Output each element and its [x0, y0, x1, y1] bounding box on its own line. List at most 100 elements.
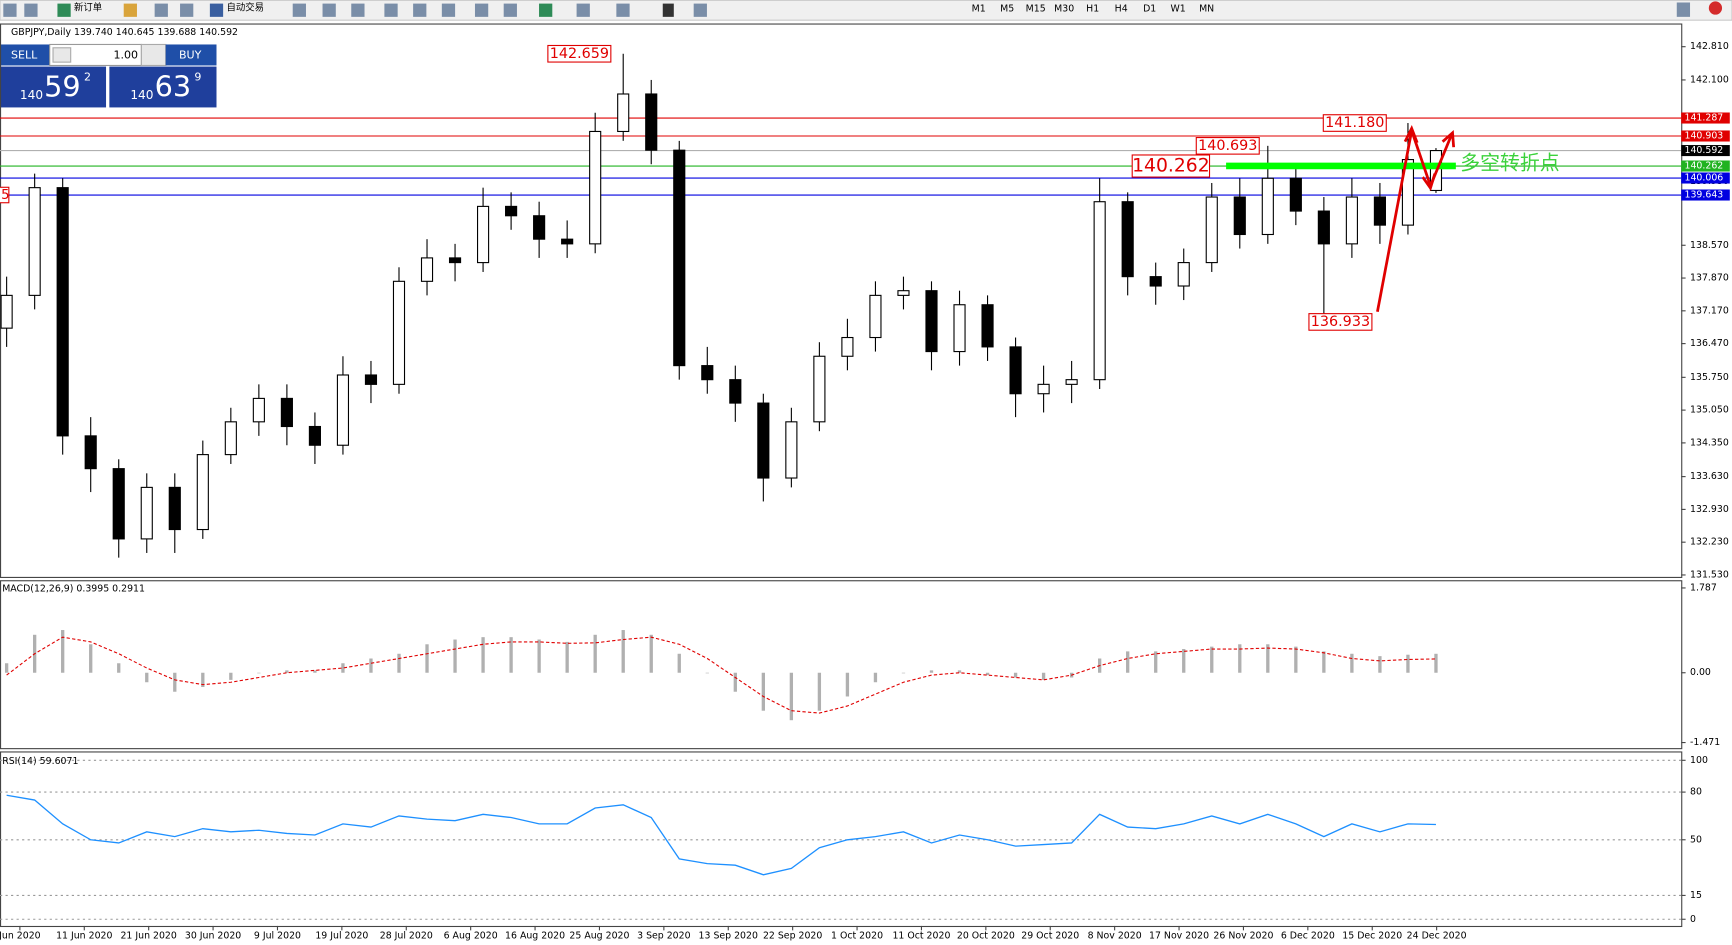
icon[interactable]	[503, 3, 517, 17]
candle-body	[28, 187, 41, 296]
icon[interactable]	[384, 3, 398, 17]
indicator-title: MACD(12,26,9) 0.3995 0.2911	[2, 584, 145, 595]
candle-body	[589, 130, 602, 245]
icon[interactable]	[3, 3, 17, 17]
x-tick-label: 11 Jun 2020	[56, 930, 112, 941]
candle-body	[1149, 276, 1162, 287]
icon[interactable]	[474, 3, 489, 17]
y-tick-label: 137.170	[1690, 305, 1729, 316]
price-annotation-box	[1195, 137, 1260, 155]
macd-bar	[789, 672, 794, 721]
candle-body	[336, 374, 350, 446]
buy-button[interactable]	[165, 44, 217, 66]
macd-bar	[1182, 649, 1186, 673]
icon[interactable]	[154, 3, 168, 17]
y-tick-label: 0.00	[1690, 667, 1711, 678]
icon[interactable]	[576, 3, 590, 17]
icon[interactable]	[123, 3, 137, 17]
macd-bar	[1350, 653, 1354, 673]
timeframe-button[interactable]: M1	[972, 4, 986, 15]
timeframe-button[interactable]: M15	[1026, 4, 1046, 15]
candle-body	[448, 257, 462, 264]
y-tick-label: 50	[1690, 834, 1702, 845]
x-tick-label: 26 Nov 2020	[1213, 930, 1273, 941]
macd-bar	[1154, 651, 1158, 673]
icon[interactable]	[24, 3, 38, 17]
alert-icon[interactable]	[1708, 1, 1723, 15]
indicator-title: RSI(14) 59.6071	[2, 756, 78, 767]
timeframe-button[interactable]: MN	[1199, 4, 1214, 15]
price-level-tag	[1681, 160, 1730, 172]
candle-body	[1009, 346, 1022, 395]
candle-body	[953, 304, 966, 353]
icon[interactable]	[322, 3, 336, 17]
bid-box[interactable]	[0, 66, 107, 108]
lot-spinner[interactable]	[52, 47, 72, 63]
candle-body	[505, 205, 518, 217]
price-annotation: 142.659	[550, 46, 609, 62]
icon[interactable]	[209, 3, 224, 17]
macd-bar	[929, 670, 934, 673]
candle-body	[757, 402, 770, 479]
lot-value[interactable]: 1.00	[114, 49, 139, 62]
x-tick-label: 1 Oct 2020	[831, 930, 883, 941]
icon[interactable]	[351, 3, 365, 17]
macd-bar	[481, 637, 485, 673]
timeframe-button[interactable]: D1	[1143, 4, 1156, 15]
plots: 142.810142.100139.930138.570137.870137.1…	[0, 41, 1730, 941]
x-tick-label: 22 Sep 2020	[763, 930, 822, 941]
candle-body	[869, 294, 882, 339]
icon[interactable]	[292, 3, 306, 17]
macd-bar	[1041, 672, 1046, 680]
rsi-frame	[0, 751, 1683, 928]
icon[interactable]	[616, 3, 630, 17]
sell-label[interactable]: SELL	[11, 49, 38, 62]
macd-bar	[285, 670, 289, 673]
timeframe-button[interactable]: M5	[1000, 4, 1014, 15]
macd-bar	[1294, 646, 1298, 673]
macd-bar	[649, 634, 653, 673]
icon[interactable]	[693, 3, 707, 17]
icon[interactable]	[662, 3, 674, 17]
macd-bar	[873, 672, 878, 683]
candle-body	[168, 486, 181, 531]
candle-body	[561, 238, 574, 245]
icon[interactable]	[180, 3, 194, 17]
auto-trading-button[interactable]: 自动交易	[226, 2, 264, 14]
signal-line	[6, 636, 1436, 714]
lot-spinner[interactable]	[140, 43, 167, 67]
candle-body	[1345, 196, 1358, 245]
timeframe-button[interactable]: W1	[1171, 4, 1186, 15]
new-order-button[interactable]: 新订单	[74, 2, 102, 14]
buy-label[interactable]: BUY	[179, 49, 202, 62]
candle-body	[196, 454, 209, 531]
edge-label-box	[0, 186, 10, 204]
ask-box[interactable]	[109, 66, 217, 108]
icon[interactable]	[1676, 2, 1691, 17]
candle-body	[925, 290, 938, 353]
timeframe-button[interactable]: M30	[1054, 4, 1074, 15]
macd-bar	[4, 663, 9, 673]
icon[interactable]	[539, 3, 553, 17]
x-tick-label: 15 Dec 2020	[1342, 930, 1402, 941]
price-level-tag	[1681, 130, 1730, 142]
symbol-header: GBPJPY,Daily 139.740 140.645 139.688 140…	[11, 27, 238, 38]
x-tick-label: 24 Dec 2020	[1407, 930, 1467, 941]
candle-body	[981, 304, 994, 348]
x-tick-label: 21 Jun 2020	[120, 930, 176, 941]
macd-bar	[509, 637, 513, 673]
icon[interactable]	[57, 3, 71, 17]
candle-body	[1233, 196, 1246, 236]
y-tick-label: 133.630	[1690, 471, 1729, 482]
icon[interactable]	[441, 3, 456, 17]
macd-bar	[453, 639, 457, 673]
icon[interactable]	[413, 3, 427, 17]
timeframe-button[interactable]: H4	[1115, 4, 1128, 15]
ask-big: 140	[130, 88, 153, 102]
price-level-label: 140.006	[1685, 173, 1724, 184]
x-tick-label: 30 Jun 2020	[185, 930, 241, 941]
sell-button[interactable]	[0, 44, 50, 66]
timeframe-button[interactable]: H1	[1086, 4, 1099, 15]
x-tick-label: 8 Nov 2020	[1088, 930, 1142, 941]
